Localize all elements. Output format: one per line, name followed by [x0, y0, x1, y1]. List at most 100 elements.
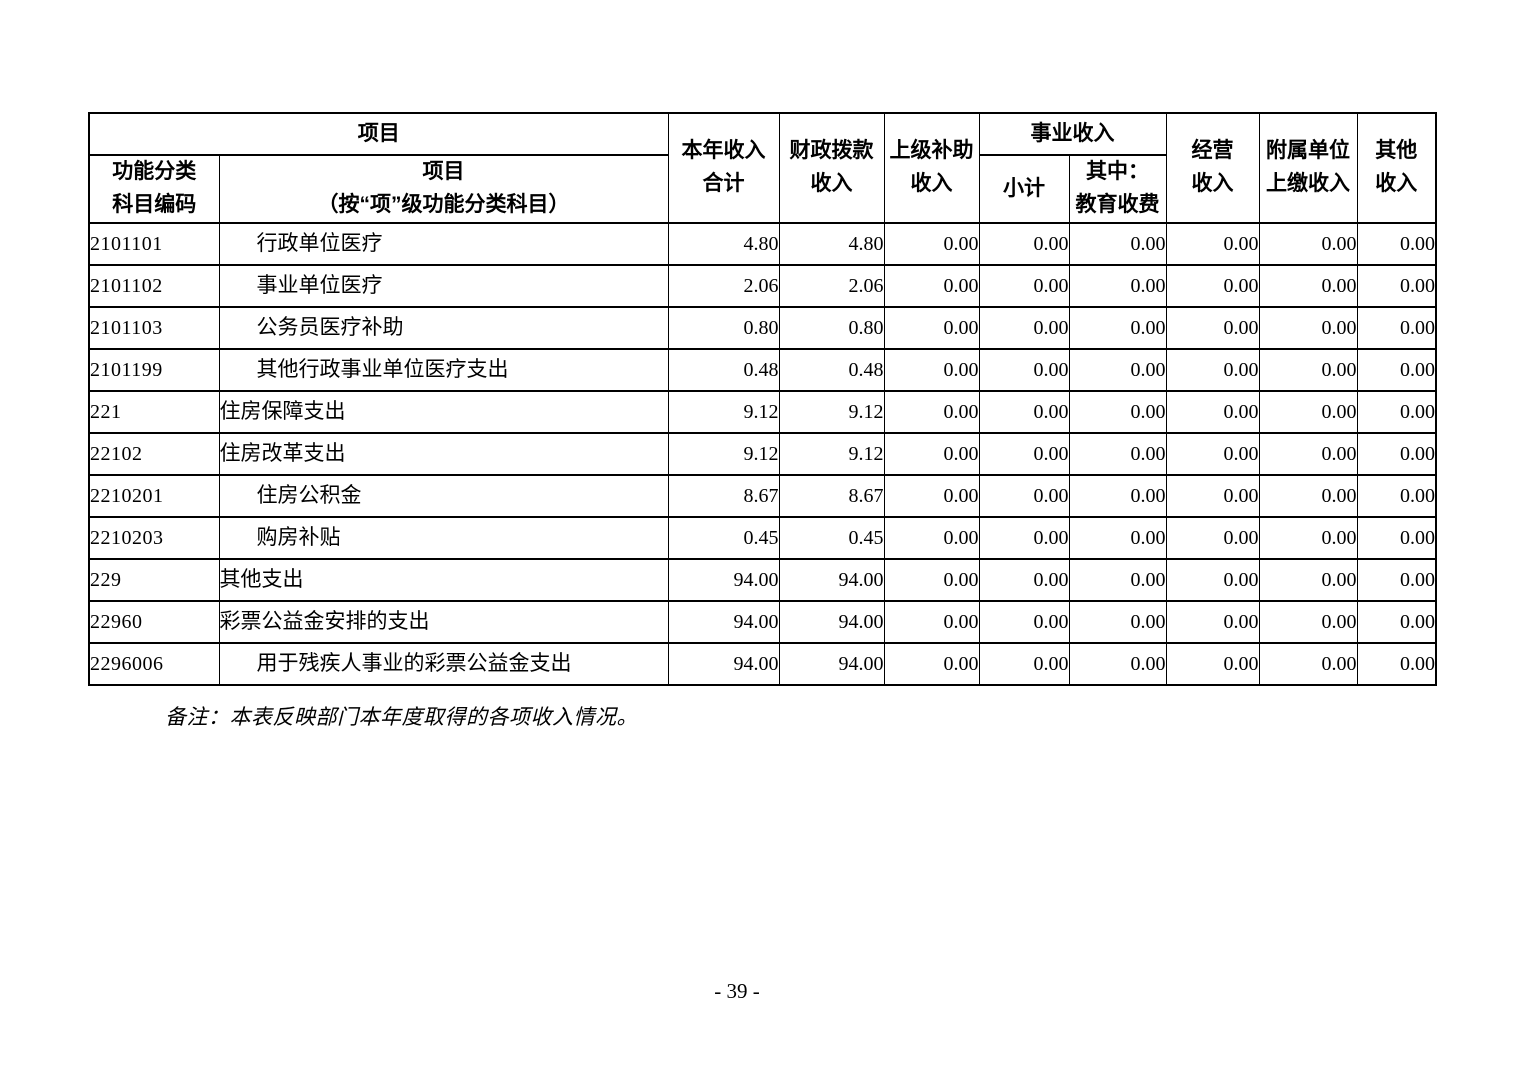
row-value: 0.00 [1165, 474, 1260, 518]
row-value: 0.48 [667, 348, 780, 392]
row-value: 0.00 [1068, 390, 1167, 434]
row-value: 0.00 [1356, 474, 1437, 518]
row-value: 0.00 [1356, 600, 1437, 644]
row-code: 2101101 [88, 222, 220, 266]
row-value: 0.00 [1356, 642, 1437, 686]
header-operating-income: 经营 收入 [1165, 112, 1260, 224]
table-row: 22102 住房改革支出 9.12 9.12 0.00 0.00 0.00 0.00 0.0… [88, 432, 1437, 476]
row-item-name: 住房公积金 [218, 474, 669, 518]
row-item-name: 住房保障支出 [218, 390, 669, 434]
row-value: 9.12 [667, 432, 780, 476]
row-value: 0.00 [883, 642, 980, 686]
row-value: 0.00 [1258, 642, 1358, 686]
row-value: 0.00 [883, 432, 980, 476]
row-value: 0.00 [883, 390, 980, 434]
row-value: 0.48 [778, 348, 885, 392]
row-value: 94.00 [667, 558, 780, 602]
row-value: 0.00 [883, 600, 980, 644]
row-value: 94.00 [778, 558, 885, 602]
row-value: 4.80 [778, 222, 885, 266]
row-value: 0.00 [1258, 516, 1358, 560]
row-value: 0.00 [1165, 264, 1260, 308]
income-table: 项目 本年收入 合计 财政拨款 收入 上级补助 收入 事业收入 经营 收入 附属… [88, 112, 1437, 686]
row-value: 0.00 [1258, 348, 1358, 392]
header-business-subtotal: 小计 [978, 154, 1070, 224]
row-value: 0.00 [1258, 474, 1358, 518]
row-value: 9.12 [667, 390, 780, 434]
row-value: 0.00 [883, 348, 980, 392]
row-item-name: 事业单位医疗 [218, 264, 669, 308]
row-value: 94.00 [778, 642, 885, 686]
row-item-name: 行政单位医疗 [218, 222, 669, 266]
row-value: 0.00 [883, 264, 980, 308]
table-row: 2101101 行政单位医疗 4.80 4.80 0.00 0.00 0.00 0.00 0… [88, 222, 1437, 266]
row-value: 0.00 [1165, 558, 1260, 602]
table-row: 22960 彩票公益金安排的支出 94.00 94.00 0.00 0.00 0.00 0… [88, 600, 1437, 644]
row-value: 0.00 [1356, 432, 1437, 476]
row-value: 0.00 [1068, 348, 1167, 392]
row-value: 0.00 [1068, 474, 1167, 518]
row-value: 0.00 [978, 600, 1070, 644]
row-value: 0.00 [978, 306, 1070, 350]
row-value: 2.06 [667, 264, 780, 308]
table-row: 221 住房保障支出 9.12 9.12 0.00 0.00 0.00 0.00 0.00 0… [88, 390, 1437, 434]
row-value: 0.00 [883, 222, 980, 266]
row-value: 0.00 [883, 516, 980, 560]
row-value: 9.12 [778, 390, 885, 434]
row-value: 0.00 [1356, 516, 1437, 560]
row-value: 0.00 [1165, 642, 1260, 686]
row-value: 0.80 [778, 306, 885, 350]
row-code: 2101103 [88, 306, 220, 350]
table-row: 2296006 用于残疾人事业的彩票公益金支出 94.00 94.00 0.00 0.… [88, 642, 1437, 686]
table-row: 2210203 购房补贴 0.45 0.45 0.00 0.00 0.00 0.00 0.0… [88, 516, 1437, 560]
row-value: 0.00 [1356, 348, 1437, 392]
row-code: 22102 [88, 432, 220, 476]
row-value: 0.00 [978, 642, 1070, 686]
header-row-sub: 功能分类 科目编码 项目 （按“项”级功能分类科目） 小计 其中： 教育收费 [88, 154, 1436, 224]
row-item-name: 彩票公益金安排的支出 [218, 600, 669, 644]
header-affiliated-units: 附属单位 上缴收入 [1258, 112, 1358, 224]
row-value: 0.00 [883, 558, 980, 602]
header-superior-subsidy: 上级补助 收入 [883, 112, 980, 224]
row-value: 0.45 [778, 516, 885, 560]
table-row: 2101199 其他行政事业单位医疗支出 0.48 0.48 0.00 0.00 0.0… [88, 348, 1437, 392]
row-item-name: 其他行政事业单位医疗支出 [218, 348, 669, 392]
table-row: 229 其他支出 94.00 94.00 0.00 0.00 0.00 0.00 0.00 0… [88, 558, 1437, 602]
row-value: 0.00 [978, 264, 1070, 308]
table-note: 备注：本表反映部门本年度取得的各项收入情况。 [165, 705, 638, 729]
row-value: 0.00 [1068, 600, 1167, 644]
row-item-name: 其他支出 [218, 558, 669, 602]
row-value: 8.67 [778, 474, 885, 518]
row-value: 0.00 [1068, 432, 1167, 476]
row-value: 0.00 [978, 348, 1070, 392]
row-value: 0.00 [1356, 264, 1437, 308]
row-value: 94.00 [667, 600, 780, 644]
header-function-code: 功能分类 科目编码 [88, 154, 220, 224]
row-value: 0.00 [978, 390, 1070, 434]
header-row-top: 项目 本年收入 合计 财政拨款 收入 上级补助 收入 事业收入 经营 收入 附属… [88, 112, 1437, 224]
row-value: 0.00 [883, 474, 980, 518]
row-value: 0.00 [1165, 516, 1260, 560]
row-value: 0.00 [1068, 264, 1167, 308]
row-value: 0.00 [1258, 306, 1358, 350]
row-value: 0.00 [1165, 306, 1260, 350]
row-value: 0.00 [978, 474, 1070, 518]
row-value: 0.00 [978, 516, 1070, 560]
row-code: 221 [88, 390, 220, 434]
row-value: 0.00 [1258, 600, 1358, 644]
table-row: 2210201 住房公积金 8.67 8.67 0.00 0.00 0.00 0.00 0.… [88, 474, 1437, 518]
row-code: 22960 [88, 600, 220, 644]
row-value: 0.00 [1258, 264, 1358, 308]
header-project-group: 项目 [88, 112, 669, 156]
row-value: 0.00 [883, 306, 980, 350]
row-value: 0.00 [1258, 222, 1358, 266]
header-business-income-group: 事业收入 [978, 112, 1167, 156]
row-value: 4.80 [667, 222, 780, 266]
row-value: 0.00 [1258, 558, 1358, 602]
row-value: 0.00 [1258, 432, 1358, 476]
row-value: 0.00 [1165, 390, 1260, 434]
row-value: 0.45 [667, 516, 780, 560]
row-item-name: 公务员医疗补助 [218, 306, 669, 350]
row-value: 0.00 [1356, 306, 1437, 350]
